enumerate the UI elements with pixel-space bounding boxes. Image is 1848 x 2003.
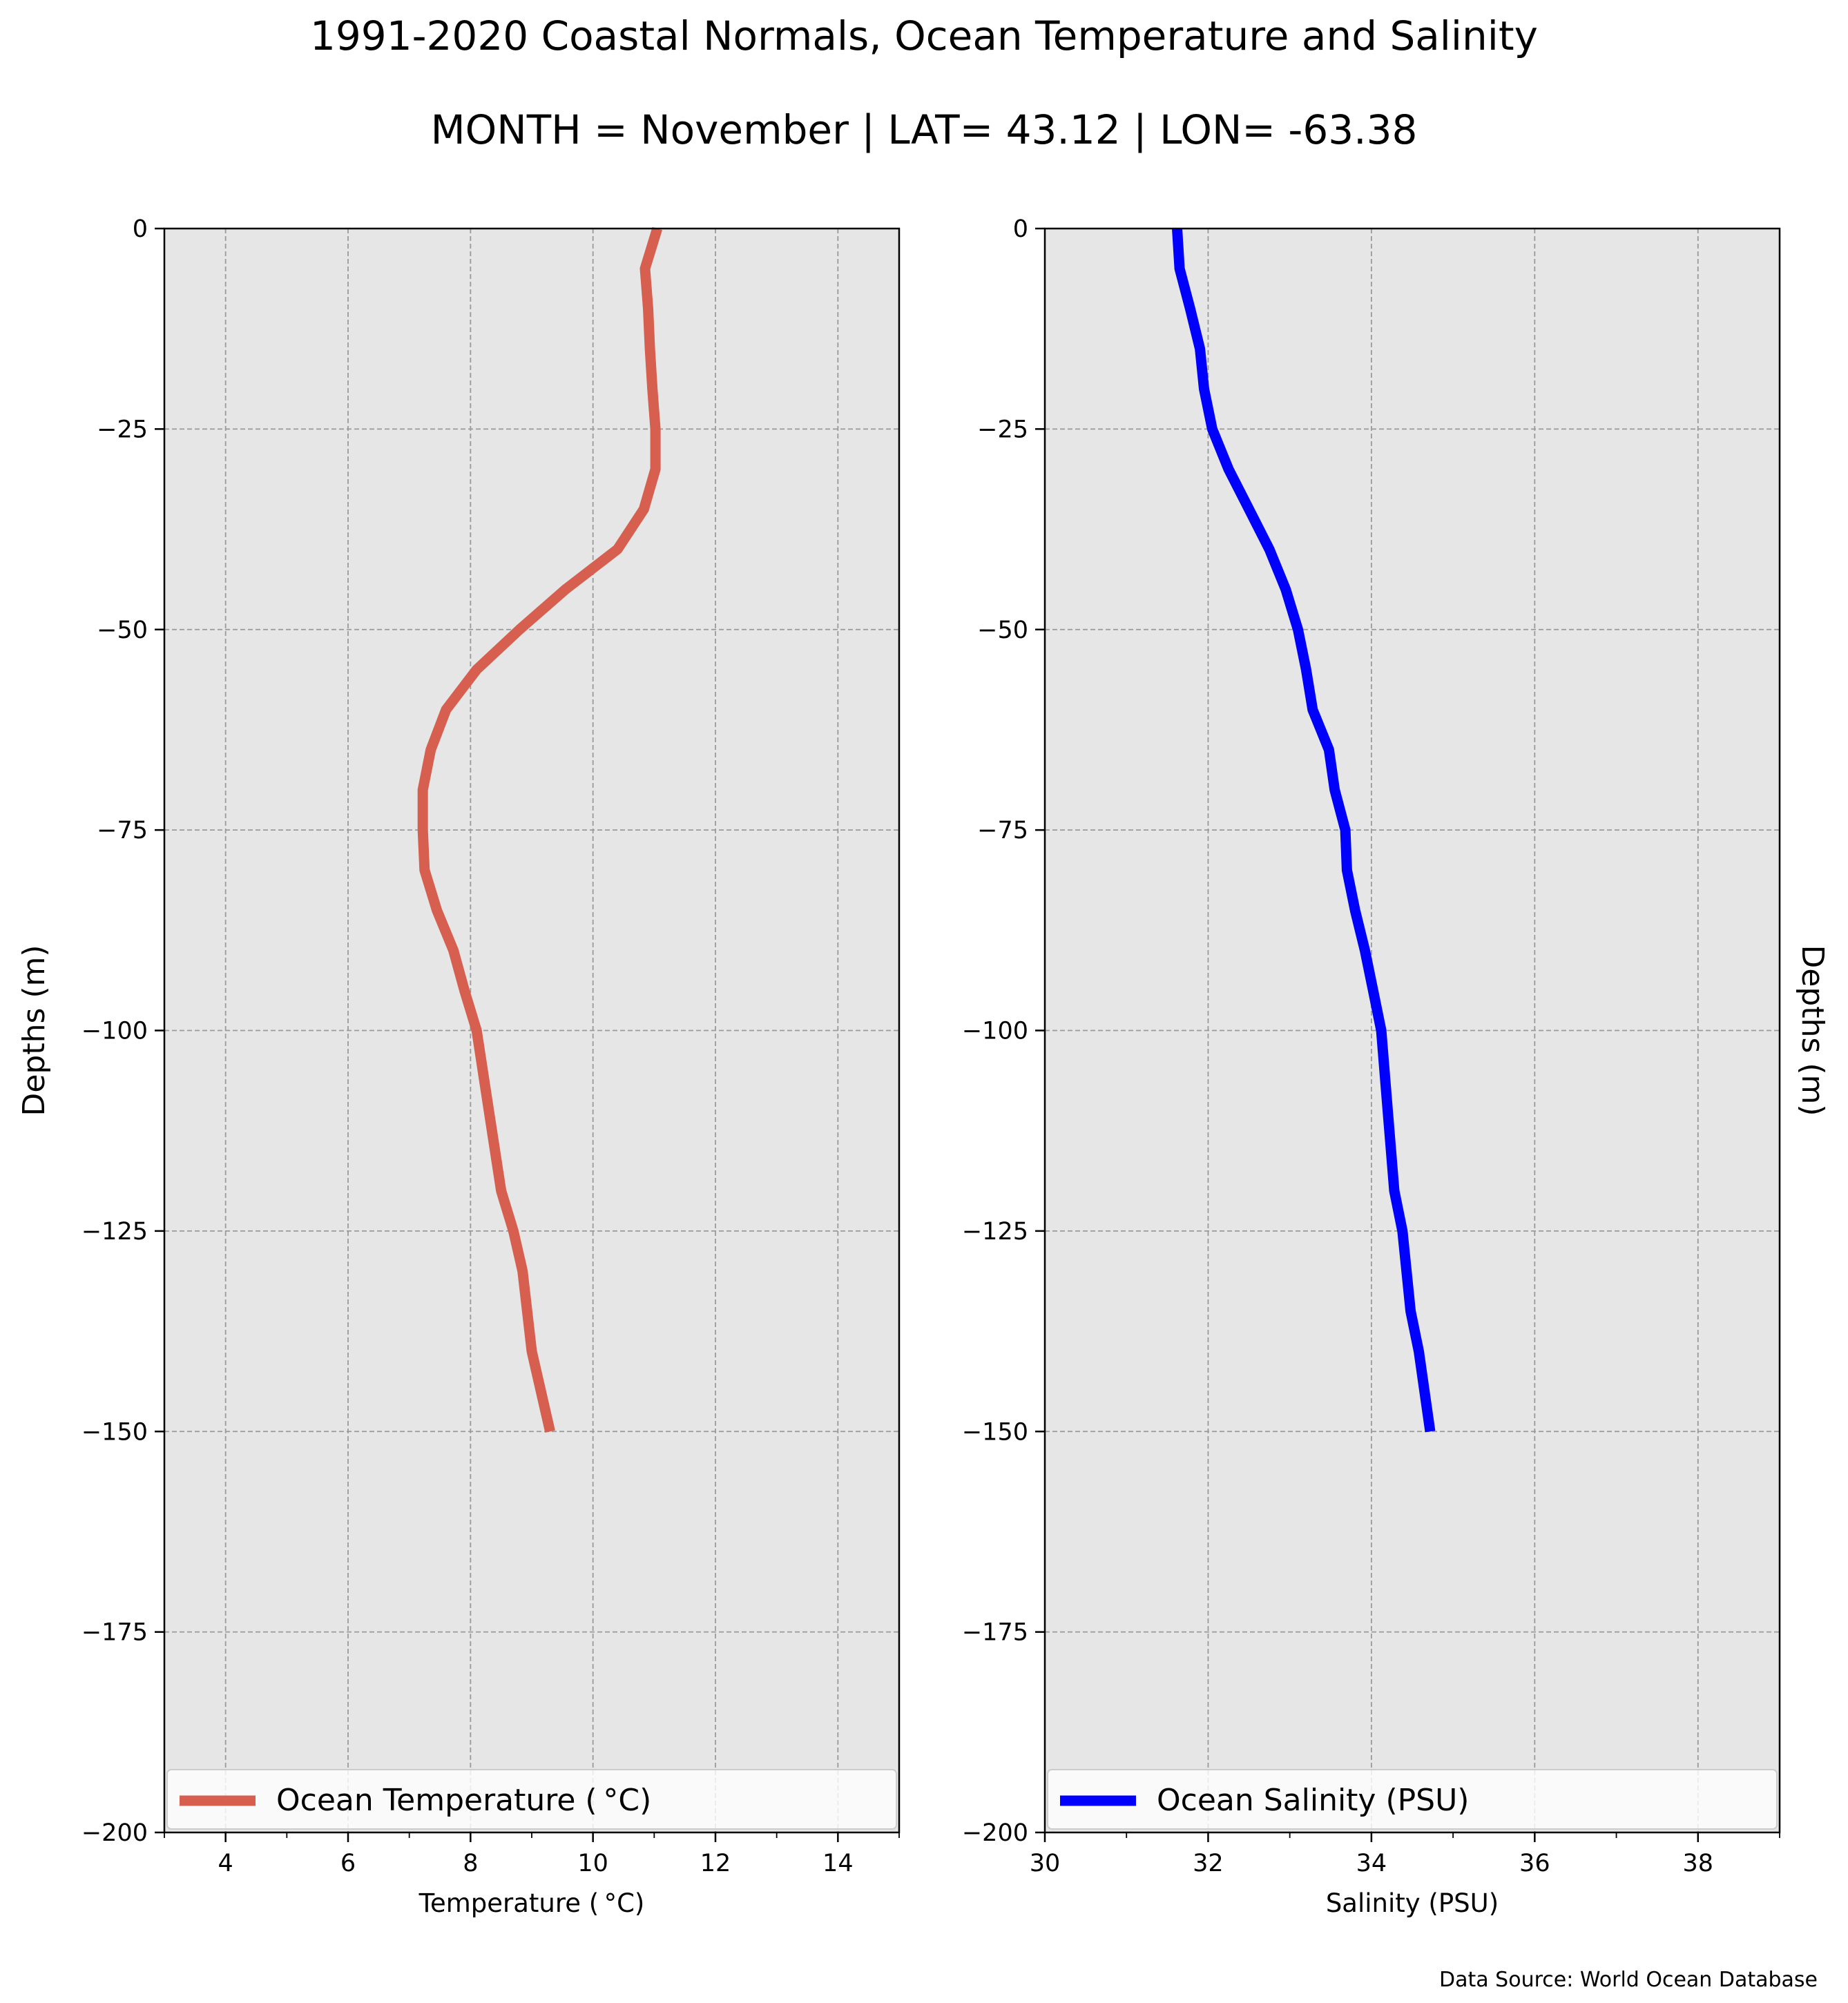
x-tick-label: 6 [340, 1850, 356, 1877]
figure-subtitle: MONTH = November | LAT= 43.12 | LON= -63… [431, 106, 1418, 153]
legend-label: Ocean Temperature ( °C) [276, 1783, 651, 1818]
x-tick-label: 32 [1193, 1850, 1224, 1877]
x-axis-label: Salinity (PSU) [1326, 1888, 1499, 1918]
y-tick-label: −150 [81, 1418, 148, 1446]
y-axis-label: Depths (m) [17, 945, 52, 1116]
y-tick-label: −50 [97, 617, 148, 644]
y-tick-label: −75 [977, 817, 1028, 844]
y-tick-label: −25 [97, 416, 148, 443]
temperature-panel: 4 6 8 10 12 14 0 −25 −50 −75 −100 −125 −150 −175 −200 T… [17, 215, 901, 1918]
y-tick-label: −200 [962, 1819, 1028, 1847]
x-tick-label: 14 [822, 1850, 854, 1877]
legend-box [1047, 1769, 1778, 1830]
legend-label: Ocean Salinity (PSU) [1157, 1783, 1469, 1818]
series-line [1172, 228, 1436, 1433]
y-tick-label: −50 [977, 617, 1028, 644]
y-tick-label: −175 [962, 1619, 1028, 1647]
y-tick-label: −75 [97, 817, 148, 844]
y-tick-label: −175 [81, 1619, 148, 1647]
salinity-panel: 30 32 34 36 38 0 −25 −50 −75 −100 −125 −150 −175 −200… [962, 215, 1830, 1918]
series-line [417, 226, 662, 1433]
x-tick-label: 38 [1683, 1850, 1714, 1877]
y-tick-label: −150 [962, 1418, 1028, 1446]
x-tick-label: 10 [577, 1850, 608, 1877]
y-axis-label: Depths (m) [1795, 945, 1830, 1116]
data-source-note: Data Source: World Ocean Database [1439, 1968, 1818, 1992]
x-tick-label: 4 [218, 1850, 233, 1877]
y-tick-label: 0 [1013, 215, 1028, 243]
x-tick-label: 30 [1030, 1850, 1061, 1877]
x-tick-label: 12 [700, 1850, 731, 1877]
legend-box [166, 1769, 897, 1830]
figure-title: 1991-2020 Coastal Normals, Ocean Tempera… [310, 12, 1538, 59]
legend: Ocean Temperature ( °C) [166, 1769, 897, 1830]
y-tick-label: −125 [962, 1218, 1028, 1246]
y-tick-label: −25 [977, 416, 1028, 443]
y-tick-label: −100 [962, 1018, 1028, 1045]
legend: Ocean Salinity (PSU) [1047, 1769, 1778, 1830]
x-tick-label: 8 [463, 1850, 478, 1877]
y-tick-label: −100 [81, 1018, 148, 1045]
x-axis-label: Temperature ( °C) [418, 1888, 645, 1918]
x-tick-label: 36 [1519, 1850, 1550, 1877]
y-tick-label: 0 [133, 215, 148, 243]
y-tick-label: −200 [81, 1819, 148, 1847]
y-tick-label: −125 [81, 1218, 148, 1246]
x-tick-label: 34 [1356, 1850, 1387, 1877]
